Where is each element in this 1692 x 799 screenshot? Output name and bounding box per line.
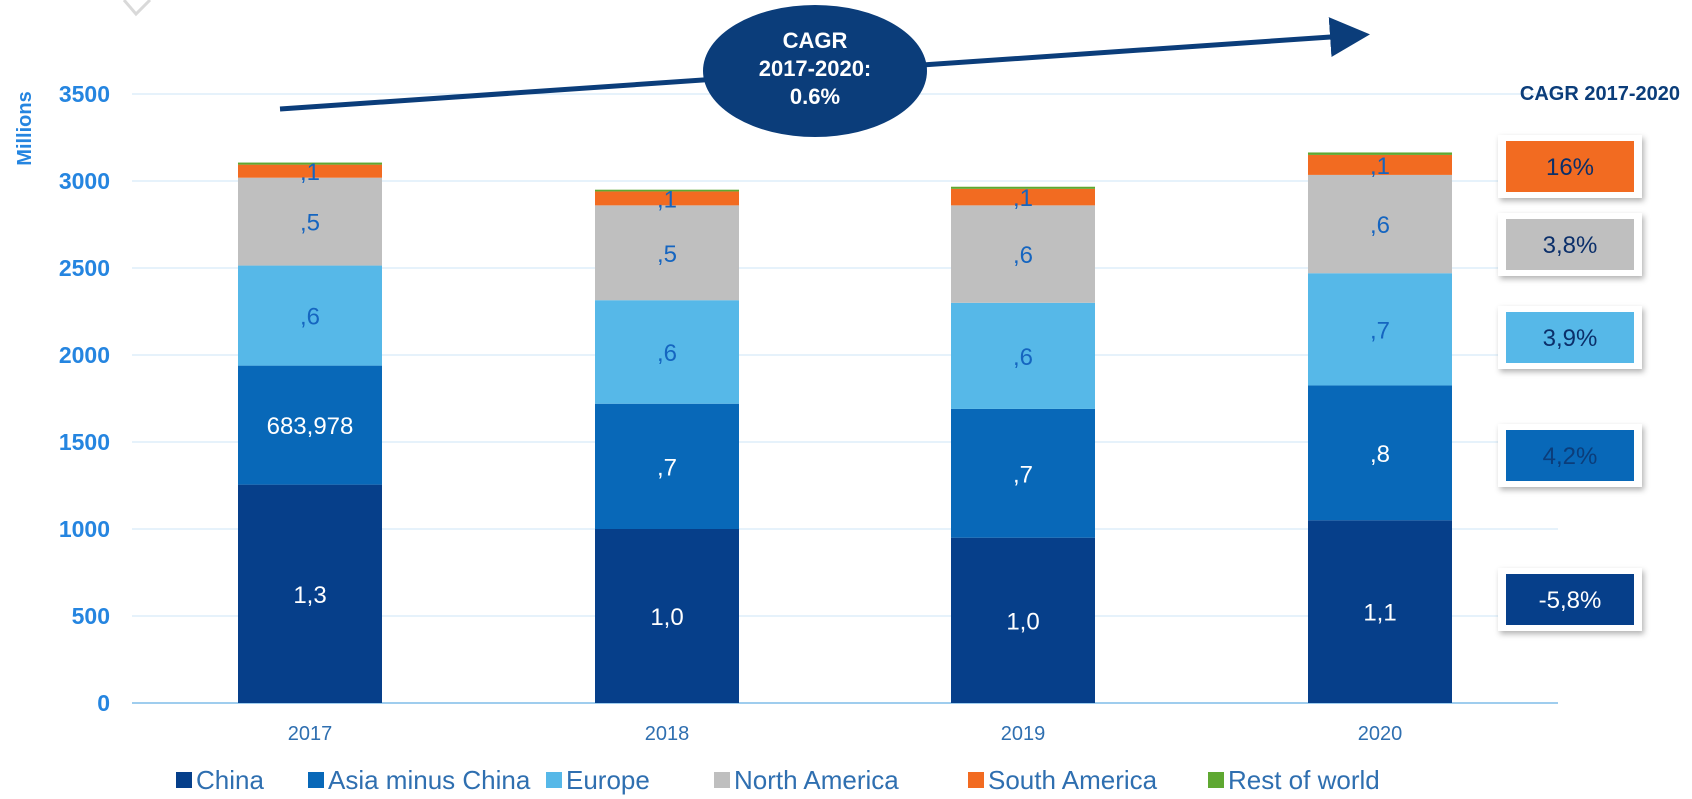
y-tick-label: 500 [72,603,110,629]
cagr-badge [1506,574,1634,625]
data-label: ,8 [1370,441,1390,468]
cagr-badge-value: 16% [1546,154,1594,181]
data-label: ,1 [300,159,320,186]
legend-label: Europe [566,765,650,795]
legend-label: China [196,765,264,795]
cagr-badge [1506,312,1634,363]
overall-cagr-line: CAGR [783,28,848,53]
bar-segment [951,188,1095,206]
bar-segment [238,265,382,366]
legend-label: Asia minus China [328,765,531,795]
cagr-badge [1506,219,1634,270]
overall-cagr-label: CAGR 2017-2020: 0.6% [759,28,872,109]
bar-segment [595,189,739,192]
data-label: ,7 [1013,461,1033,488]
legend-label: Rest of world [1228,765,1380,795]
bar-segment [238,164,382,178]
data-label: ,7 [1370,317,1390,344]
x-tick-label: 2017 [288,723,333,745]
cagr-badge-value: 4,2% [1543,443,1598,470]
y-tick-label: 3500 [59,81,110,107]
data-label: ,6 [657,340,677,367]
data-label: 683,978 [267,413,354,440]
x-tick-label: 2019 [1001,723,1046,745]
bar-segment [595,191,739,206]
legend-swatch [546,772,562,788]
data-label: 1,1 [1363,600,1396,627]
cagr-badge-value: 3,9% [1543,325,1598,352]
bar-segment [1308,152,1452,155]
y-tick-label: 3000 [59,168,110,194]
bar-segment [595,205,739,301]
data-label: ,6 [1013,344,1033,371]
bar-segment [1308,273,1452,386]
bar-segment [1308,154,1452,175]
legend-swatch [1208,772,1224,788]
bar-segment [951,302,1095,409]
data-label: ,5 [657,241,677,268]
cagr-badge-value: -5,8% [1539,587,1602,614]
x-tick-label: 2018 [645,723,690,745]
cagr-badge [1506,430,1634,481]
legend-label: South America [988,765,1158,795]
bar-segment [951,408,1095,538]
y-tick-label: 0 [97,690,110,716]
data-label: ,1 [657,186,677,213]
legend-swatch [968,772,984,788]
data-label: ,6 [1013,242,1033,269]
corner-mark-icon [122,0,152,17]
y-tick-label: 1500 [59,429,110,455]
data-label: ,6 [1370,212,1390,239]
cagr-badge-value: 3,8% [1543,232,1598,259]
legend-swatch [176,772,192,788]
x-tick-label: 2020 [1358,723,1403,745]
data-label: ,6 [300,304,320,331]
cagr-panel-title: CAGR 2017-2020 [1520,83,1680,105]
bar-segment [595,300,739,404]
overall-cagr-line: 2017-2020: [759,56,872,81]
cagr-badge [1506,141,1634,192]
y-tick-label: 2000 [59,342,110,368]
overall-cagr-line: 0.6% [790,84,840,109]
bar-segment [238,177,382,266]
data-label: 1,0 [650,604,683,631]
data-label: ,7 [657,454,677,481]
data-label: 1,3 [293,582,326,609]
data-label: 1,0 [1006,608,1039,635]
bar-segment [951,537,1095,703]
bar-segment [1308,174,1452,274]
legend-label: North America [734,765,899,795]
bar-segment [238,365,382,485]
data-label: ,5 [300,210,320,237]
y-tick-label: 1000 [59,516,110,542]
bar-segment [1308,385,1452,521]
bar-segment [238,162,382,165]
bar-segment [595,529,739,703]
bar-segment [951,186,1095,189]
data-label: ,1 [1370,153,1390,180]
legend-swatch [308,772,324,788]
legend-swatch [714,772,730,788]
bar-segment [595,403,739,529]
y-axis-title: Millions [14,91,36,165]
y-tick-label: 2500 [59,255,110,281]
data-label: ,1 [1013,185,1033,212]
bar-segment [1308,520,1452,703]
bar-segment [238,484,382,703]
bar-segment [951,205,1095,303]
overall-cagr-oval [703,5,927,137]
